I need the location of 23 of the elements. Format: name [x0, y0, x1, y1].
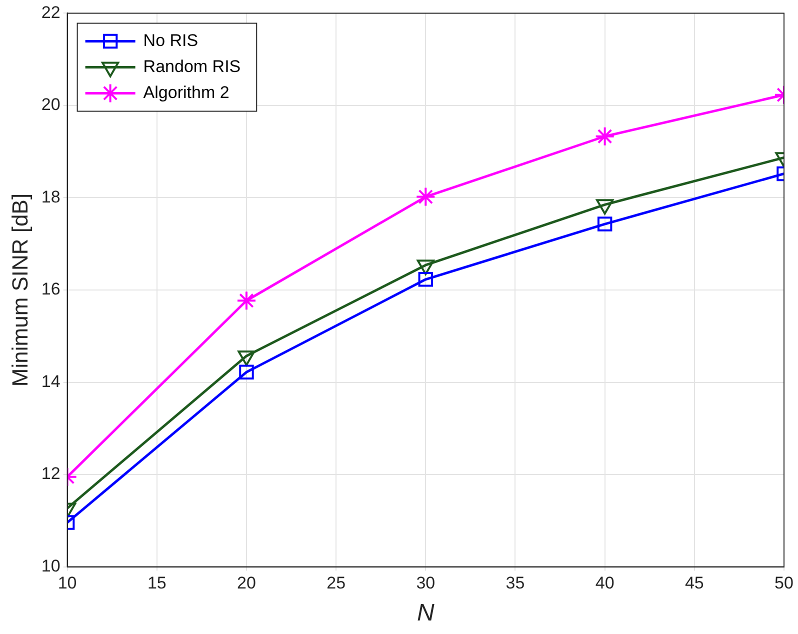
- y-tick-label: 14: [41, 372, 60, 391]
- y-tick-label: 20: [41, 95, 60, 114]
- y-tick-label: 18: [41, 187, 60, 206]
- point: [418, 272, 434, 287]
- x-tick-label: 45: [684, 574, 704, 593]
- x-tick-label: 20: [237, 574, 256, 593]
- y-tick-label: 10: [41, 556, 60, 576]
- y-tick-label: 16: [41, 280, 60, 299]
- legend-label: Random RIS: [143, 56, 241, 76]
- x-axis-title: N: [416, 599, 435, 626]
- legend-label: No RIS: [143, 30, 198, 50]
- x-tick-label: 35: [506, 574, 525, 593]
- y-axis-title: Minimum SINR [dB]: [7, 193, 32, 387]
- x-tick-label: 10: [58, 574, 77, 593]
- x-tick-label: 40: [595, 574, 614, 593]
- point: [416, 186, 436, 207]
- x-tick-label: 25: [326, 574, 346, 593]
- x-tick-label: 30: [416, 574, 436, 593]
- legend-label: Algorithm 2: [143, 82, 230, 102]
- x-tick-label: 15: [147, 574, 166, 593]
- y-tick-label: 12: [41, 464, 60, 484]
- y-tick-label: 22: [41, 2, 60, 22]
- x-tick-label: 50: [774, 574, 794, 593]
